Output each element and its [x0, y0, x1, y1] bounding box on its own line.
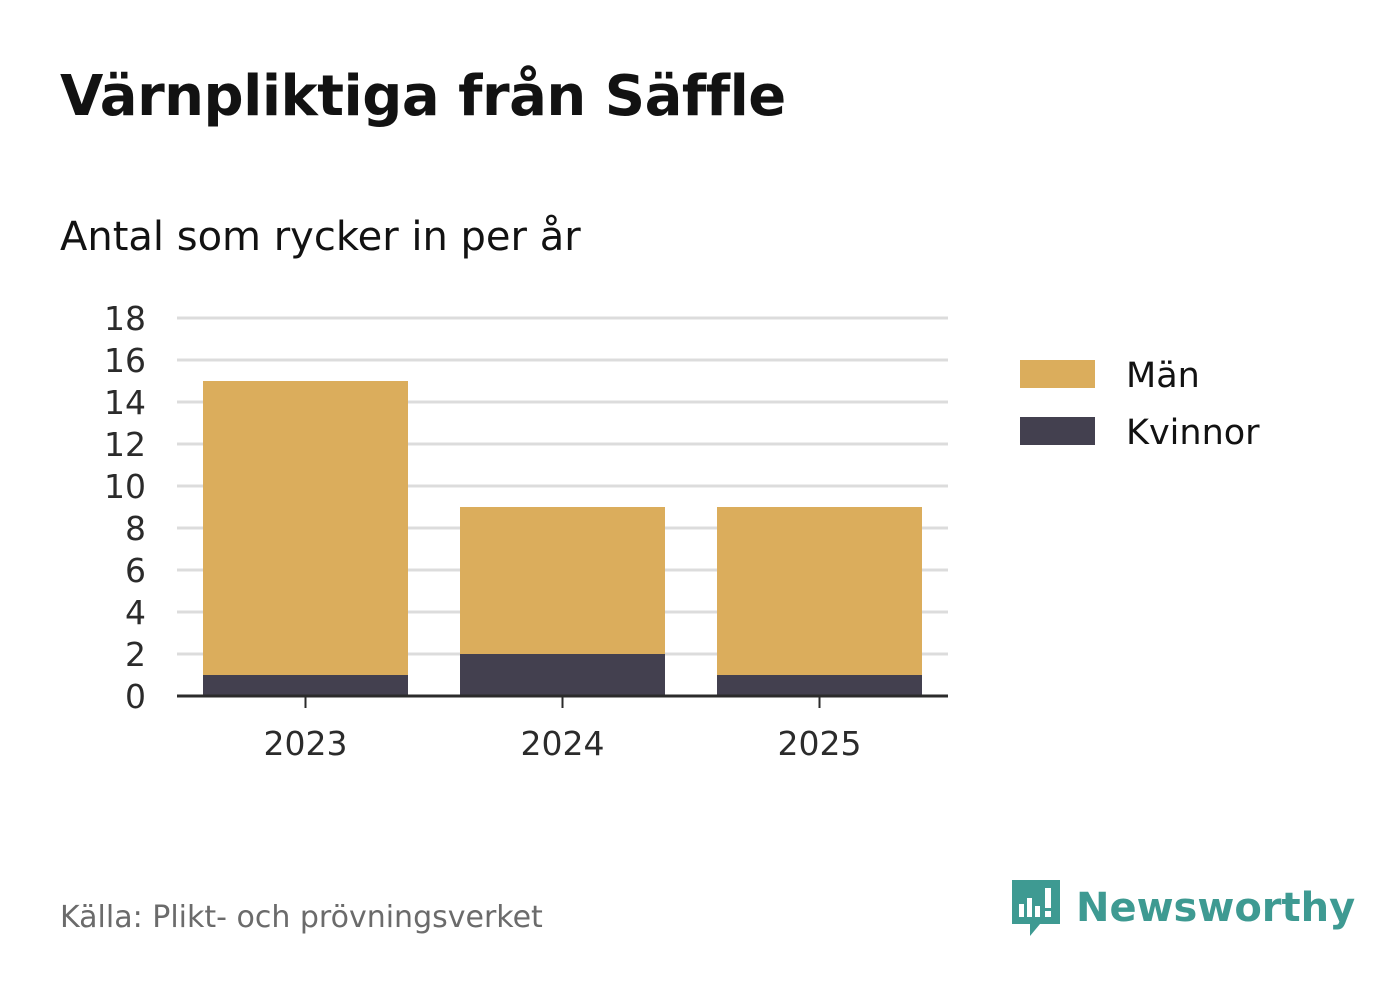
x-tick-label: 2024	[521, 724, 605, 763]
chart-title: Värnpliktiga från Säffle	[60, 64, 786, 129]
bar-segment-m-n-2023	[203, 381, 408, 675]
legend-swatch	[1020, 417, 1095, 445]
bar-segment-kvinnor-2025	[717, 675, 922, 696]
bar-segment-m-n-2025	[717, 507, 922, 675]
y-tick-label: 6	[125, 551, 146, 590]
y-tick-label: 4	[125, 593, 146, 632]
legend-swatch	[1020, 360, 1095, 388]
y-tick-label: 0	[125, 677, 146, 716]
newsworthy-logo-icon	[1012, 880, 1060, 936]
brand-name: Newsworthy	[1076, 885, 1356, 931]
x-tick-label: 2025	[778, 724, 862, 763]
y-tick-label: 18	[104, 299, 146, 338]
bars	[203, 381, 922, 696]
bar-segment-m-n-2024	[460, 507, 665, 654]
y-tick-label: 12	[104, 425, 146, 464]
x-axis: 2023 2024 2025	[177, 694, 948, 763]
y-tick-label: 10	[104, 467, 146, 506]
y-tick-label: 14	[104, 383, 146, 422]
legend-label: Kvinnor	[1126, 413, 1260, 453]
x-tick-label: 2023	[264, 724, 348, 763]
chart-subtitle: Antal som rycker in per år	[60, 214, 581, 260]
legend-label: Män	[1126, 356, 1200, 396]
bar-segment-kvinnor-2023	[203, 675, 408, 696]
brand-logo: Newsworthy	[1010, 878, 1355, 938]
y-tick-label: 16	[104, 341, 146, 380]
legend: Män Kvinnor	[1020, 356, 1260, 453]
bar-segment-kvinnor-2024	[460, 654, 665, 696]
source-note: Källa: Plikt- och prövningsverket	[60, 900, 543, 935]
y-tick-label: 2	[125, 635, 146, 674]
y-tick-label: 8	[125, 509, 146, 548]
